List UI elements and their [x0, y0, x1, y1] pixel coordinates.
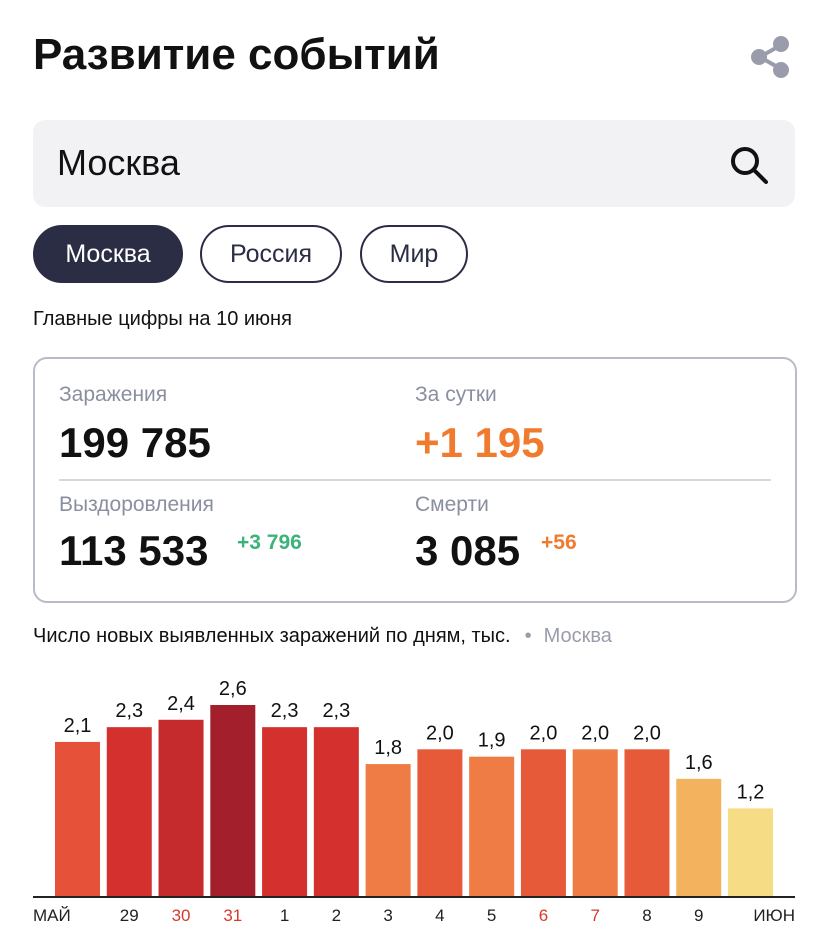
bar	[520, 749, 566, 897]
x-tick-label: 1	[280, 906, 289, 925]
bar	[365, 764, 411, 897]
stat-value: +1 195	[415, 419, 545, 466]
value-label: 2,0	[633, 722, 661, 744]
chart: 2,1 2,3 2,4 2,6 2,3 2,3 1,8 2,0 1,9 2,0 2,0 2,0 1,6 1…	[33, 678, 795, 925]
tab[interactable]: Россия	[200, 225, 342, 283]
value-label: 2,0	[581, 722, 609, 744]
bar	[158, 719, 204, 897]
stat-value: 113 533	[59, 527, 209, 574]
tab[interactable]: Москва	[33, 225, 183, 283]
bar	[55, 741, 100, 897]
share-icon[interactable]	[750, 36, 792, 78]
value-label: 1,6	[685, 752, 713, 774]
x-tick-label: МАЙ	[33, 906, 71, 925]
x-tick-label: 30	[172, 906, 191, 925]
x-tick-label: 31	[223, 906, 242, 925]
page-title: Развитие событий	[33, 30, 440, 79]
separator: •	[524, 625, 532, 647]
bar	[676, 778, 722, 897]
x-tick-label: 6	[539, 906, 548, 925]
search-box[interactable]: Москва	[33, 120, 795, 207]
x-tick-label: 7	[590, 906, 599, 925]
bar	[210, 705, 256, 897]
value-label: 2,3	[271, 700, 299, 722]
stat-value: 3 085	[415, 527, 521, 574]
subtitle: Главные цифры на 10 июня	[33, 308, 292, 330]
value-label: 1,2	[737, 781, 765, 803]
x-tick-label: 5	[487, 906, 496, 925]
stat-label: Смерти	[415, 493, 489, 516]
x-tick-label: 8	[642, 906, 651, 925]
divider	[59, 479, 771, 481]
bar	[262, 727, 308, 897]
stat-delta: +56	[541, 531, 577, 554]
bar	[106, 727, 152, 897]
value-label: 2,4	[167, 693, 195, 715]
value-label: 2,3	[115, 700, 143, 722]
chart-title: Число новых выявленных заражений по дням…	[33, 625, 511, 647]
stat-label: Выздоровления	[59, 493, 214, 516]
value-label: 1,9	[478, 730, 506, 752]
stat-label: Заражения	[59, 383, 168, 406]
search-icon[interactable]	[728, 144, 772, 188]
bar	[469, 756, 515, 897]
tab[interactable]: Мир	[360, 225, 468, 283]
x-tick-label: 29	[120, 906, 139, 925]
stats-card: Заражения 199 785 За сутки +1 195 Выздор…	[33, 357, 797, 603]
bar	[728, 808, 774, 897]
value-label: 2,0	[426, 722, 454, 744]
chart-region: Москва	[543, 625, 612, 647]
x-tick-label: 4	[435, 906, 444, 925]
bar	[417, 749, 463, 897]
x-tick-label: 9	[694, 906, 703, 925]
x-tick-label: ИЮН	[753, 906, 795, 925]
x-tick-label: 2	[332, 906, 341, 925]
value-label: 2,1	[64, 715, 92, 737]
search-text: Москва	[57, 142, 180, 183]
value-label: 2,3	[322, 700, 350, 722]
value-label: 2,0	[530, 722, 558, 744]
stat-label: За сутки	[415, 383, 497, 406]
chart-caption: Число новых выявленных заражений по дням…	[33, 625, 612, 648]
stat-delta: +3 796	[237, 531, 302, 554]
value-label: 1,8	[374, 737, 402, 759]
bar	[624, 749, 670, 897]
value-label: 2,6	[219, 678, 247, 700]
bar	[572, 749, 618, 897]
bar	[313, 727, 359, 897]
stat-value: 199 785	[59, 419, 211, 466]
x-tick-label: 3	[383, 906, 392, 925]
